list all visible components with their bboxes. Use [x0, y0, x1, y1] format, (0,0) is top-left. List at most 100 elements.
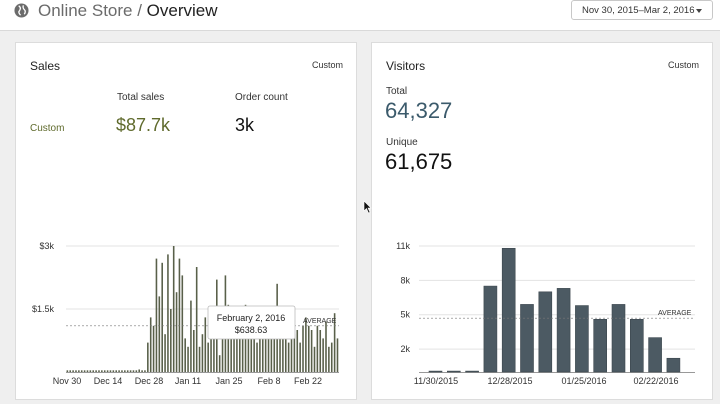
sales-bar[interactable] — [296, 330, 299, 372]
sales-bar[interactable] — [307, 325, 310, 372]
sales-bar[interactable] — [319, 330, 322, 372]
sales-bar[interactable] — [273, 325, 276, 372]
visitors-bar[interactable] — [428, 370, 443, 373]
sales-bar[interactable] — [250, 330, 253, 372]
sales-bar[interactable] — [236, 313, 238, 372]
sales-bar[interactable] — [124, 370, 126, 372]
sales-bar[interactable] — [170, 309, 172, 372]
sales-bar[interactable] — [69, 370, 72, 372]
sales-bar[interactable] — [233, 325, 235, 372]
date-range-button[interactable]: Nov 30, 2015–Mar 2, 2016 — [571, 0, 713, 20]
sales-bar[interactable] — [256, 342, 258, 372]
sales-bar[interactable] — [210, 309, 212, 372]
sales-bar[interactable] — [129, 370, 132, 372]
sales-bar[interactable] — [167, 254, 169, 372]
sales-bar[interactable] — [259, 317, 261, 372]
sales-bar[interactable] — [213, 325, 215, 372]
sales-bar[interactable] — [103, 370, 106, 372]
visitors-bar[interactable] — [483, 285, 498, 373]
sales-bar[interactable] — [198, 346, 201, 372]
visitors-bar[interactable] — [666, 357, 681, 373]
sales-bar[interactable] — [101, 370, 103, 372]
sales-bar[interactable] — [138, 369, 140, 372]
sales-bar[interactable] — [75, 370, 77, 372]
sales-bar[interactable] — [302, 325, 304, 372]
visitors-bar[interactable] — [575, 305, 589, 373]
sales-bar[interactable] — [175, 292, 178, 372]
sales-bar[interactable] — [190, 300, 192, 372]
sales-bar[interactable] — [238, 317, 241, 372]
visitors-bar[interactable] — [629, 319, 644, 373]
sales-bar[interactable] — [112, 370, 115, 372]
sales-bar[interactable] — [270, 325, 273, 372]
sales-bar[interactable] — [95, 370, 97, 372]
sales-bar[interactable] — [330, 342, 333, 372]
sales-bar[interactable] — [89, 370, 92, 372]
sales-bar[interactable] — [161, 262, 163, 372]
sales-bar[interactable] — [328, 346, 330, 372]
sales-bar[interactable] — [132, 370, 135, 372]
sales-bar[interactable] — [86, 370, 89, 372]
sales-bar[interactable] — [98, 370, 100, 372]
sales-bar[interactable] — [178, 258, 181, 372]
sales-bar[interactable] — [310, 330, 313, 372]
visitors-bar[interactable] — [593, 319, 607, 373]
sales-bar[interactable] — [181, 275, 184, 372]
sales-bar[interactable] — [78, 370, 80, 372]
sales-bar[interactable] — [287, 342, 290, 372]
sales-bar[interactable] — [313, 346, 316, 372]
visitors-bar[interactable] — [611, 304, 626, 373]
sales-bar[interactable] — [66, 370, 69, 372]
sales-bar[interactable] — [155, 258, 158, 372]
sales-bar[interactable] — [195, 267, 198, 372]
sales-bar[interactable] — [144, 370, 146, 372]
sales-bar[interactable] — [184, 338, 186, 372]
sales-bar[interactable] — [72, 370, 74, 372]
sales-bar[interactable] — [118, 370, 120, 372]
visitors-custom-link[interactable]: Custom — [667, 60, 699, 70]
sales-custom-link[interactable]: Custom — [311, 60, 343, 70]
sales-bar[interactable] — [83, 370, 86, 372]
sales-bar[interactable] — [207, 342, 209, 372]
sales-bar[interactable] — [333, 313, 336, 372]
sales-bar[interactable] — [261, 334, 264, 372]
sales-bar[interactable] — [201, 334, 204, 372]
sales-bar[interactable] — [336, 338, 339, 372]
sales-bar[interactable] — [325, 321, 327, 372]
sales-bar[interactable] — [299, 342, 301, 372]
sales-bar[interactable] — [267, 330, 270, 372]
sales-bar[interactable] — [305, 317, 307, 372]
sales-bar[interactable] — [172, 246, 175, 372]
sales-bar[interactable] — [147, 342, 149, 372]
sales-bar[interactable] — [193, 330, 195, 372]
sales-bar[interactable] — [221, 334, 224, 372]
visitors-bar[interactable] — [538, 291, 553, 373]
sales-bar[interactable] — [164, 334, 166, 372]
breadcrumb-online-store[interactable]: Online Store — [38, 1, 133, 20]
sales-bar[interactable] — [109, 370, 112, 372]
sales-bar[interactable] — [253, 317, 255, 372]
sales-bar[interactable] — [115, 370, 118, 372]
sales-bar[interactable] — [135, 370, 138, 372]
sales-bar[interactable] — [293, 334, 296, 372]
sales-bar[interactable] — [279, 321, 281, 372]
sales-bar[interactable] — [121, 370, 123, 372]
sales-bar[interactable] — [106, 370, 109, 372]
visitors-bar[interactable] — [465, 370, 479, 373]
sales-bar[interactable] — [141, 370, 143, 372]
sales-bar[interactable] — [92, 370, 95, 372]
sales-bar[interactable] — [158, 296, 161, 372]
sales-bar[interactable] — [284, 334, 287, 372]
sales-bar[interactable] — [247, 313, 250, 372]
visitors-bar[interactable] — [556, 288, 571, 373]
sales-bar[interactable] — [152, 325, 155, 372]
sales-bar[interactable] — [230, 317, 232, 372]
sales-bar[interactable] — [322, 338, 324, 372]
visitors-bar[interactable] — [501, 247, 516, 373]
sales-bar[interactable] — [264, 317, 267, 372]
sales-bar[interactable] — [187, 346, 189, 372]
sales-bar[interactable] — [290, 325, 293, 372]
visitors-bar[interactable] — [648, 337, 662, 373]
sales-bar[interactable] — [126, 370, 129, 372]
sales-bar[interactable] — [204, 317, 207, 372]
